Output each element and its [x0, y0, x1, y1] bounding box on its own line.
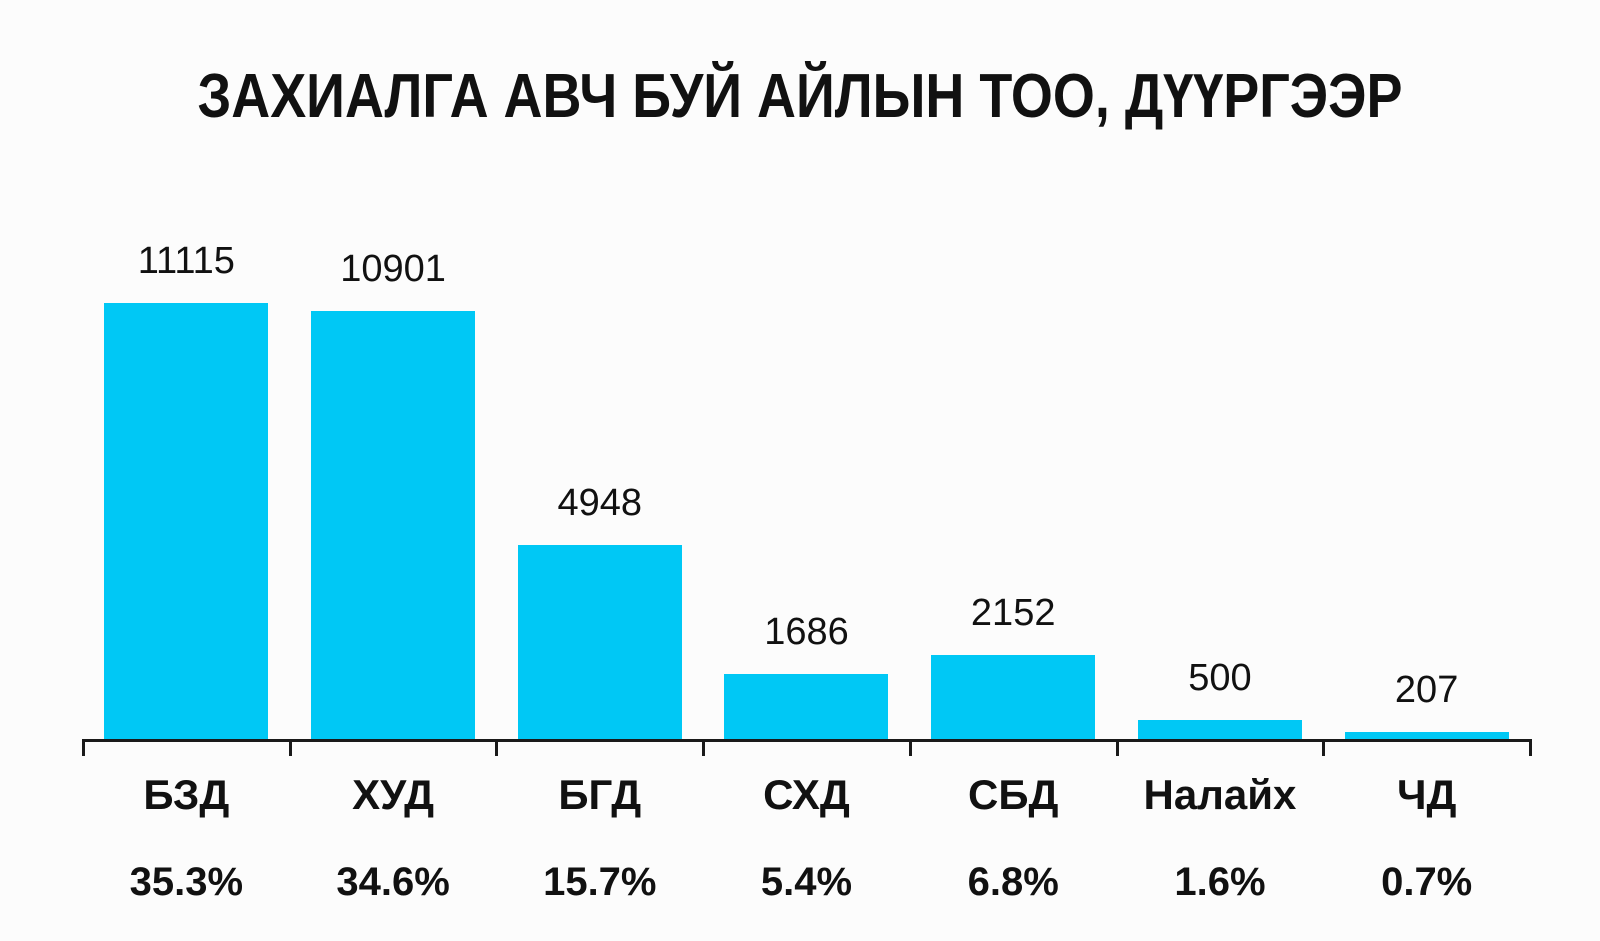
bar-column: 10901 — [290, 0, 497, 740]
percent-label: 35.3% — [129, 860, 244, 904]
bar-value-label: 2152 — [970, 592, 1056, 634]
axis-tick — [495, 739, 499, 756]
category-label: ХУД — [352, 771, 435, 818]
bar-column: 2152 — [910, 0, 1117, 740]
percent-label: 34.6% — [336, 860, 450, 904]
bar — [931, 655, 1096, 740]
bar-value-label: 1686 — [764, 611, 849, 653]
bar-column: 1686 — [703, 0, 910, 740]
bar — [311, 311, 476, 740]
bar — [1344, 732, 1509, 740]
bar-value-label: 500 — [1188, 657, 1252, 699]
percent-labels-row: 35.3% 34.6% 15.7% 5.4% 6.8% 1.6% 0.7% — [83, 860, 1530, 904]
bar — [1137, 720, 1302, 740]
bar-value-label: 4948 — [557, 482, 643, 524]
percent-label: 1.6% — [1174, 860, 1266, 904]
category-labels-row: БЗД ХУД БГД СХД СБД Налайх ЧД — [83, 772, 1530, 818]
bar — [724, 674, 889, 740]
bar-value-label: 11115 — [137, 240, 235, 282]
bar-column: 4948 — [496, 0, 703, 740]
x-axis-line — [82, 739, 1532, 742]
axis-tick — [1322, 739, 1326, 756]
category-label: Налайх — [1143, 771, 1297, 818]
percent-label: 0.7% — [1381, 860, 1473, 904]
chart-title: ЗАХИАЛГА АВЧ БУЙ АЙЛЫН ТОО, ДҮҮРГЭЭР — [197, 62, 1403, 131]
axis-tick — [1529, 739, 1532, 756]
bar-column: 207 — [1323, 0, 1530, 740]
bar-column: 500 — [1117, 0, 1324, 740]
percent-label: 5.4% — [760, 860, 853, 904]
category-label: БЗД — [143, 771, 230, 818]
category-label: БГД — [558, 771, 642, 818]
axis-tick — [82, 739, 85, 756]
axis-tick — [908, 739, 912, 756]
plot-area: 11115 10901 4948 1686 2152 500 207 — [83, 0, 1530, 740]
category-label: ЧД — [1396, 771, 1457, 818]
bar — [517, 545, 682, 740]
category-label: СБД — [968, 771, 1059, 818]
bar — [104, 303, 269, 740]
axis-tick — [1115, 739, 1119, 756]
axis-tick — [702, 739, 706, 756]
bar-value-label: 10901 — [340, 248, 446, 290]
category-label: СХД — [763, 771, 850, 818]
bar-value-label: 207 — [1394, 669, 1459, 711]
bar-column: 11115 — [83, 0, 290, 740]
percent-label: 6.8% — [967, 860, 1059, 904]
axis-tick — [288, 739, 292, 756]
percent-label: 15.7% — [543, 860, 657, 904]
